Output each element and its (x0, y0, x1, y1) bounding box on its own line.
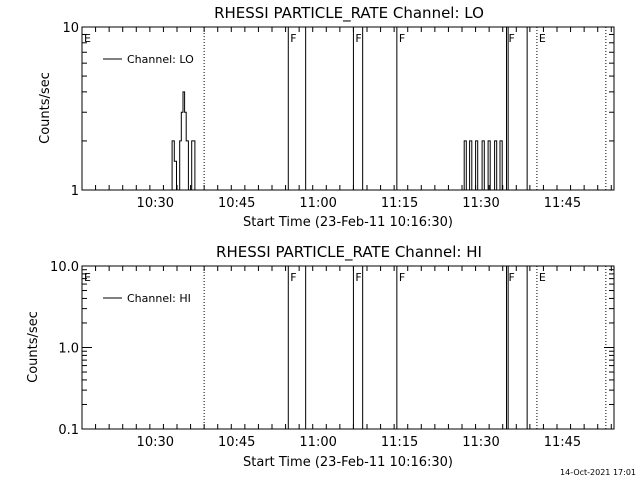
event-marker-label: F (355, 271, 361, 284)
event-marker-label: E (539, 271, 546, 284)
data-series-line (463, 140, 503, 191)
event-marker-label: F (509, 271, 515, 284)
x-ticks-lo: 10:30 10:45 11:00 11:15 11:30 11:45 (95, 27, 612, 211)
panel-lo: RHESSI PARTICLE_RATE Channel: LO Start T… (38, 4, 615, 230)
event-marker-label: E (84, 271, 91, 284)
x-axis-label-lo: Start Time (23-Feb-11 10:16:30) (243, 215, 453, 230)
y-axis-label-hi: Counts/sec (26, 311, 41, 383)
panel-hi: RHESSI PARTICLE_RATE Channel: HI Start T… (26, 243, 615, 470)
x-tick-label-lo: 10:45 (218, 196, 255, 211)
x-axis-label-hi: Start Time (23-Feb-11 10:16:30) (243, 455, 453, 470)
data-series-line (171, 91, 196, 191)
legend-label-lo: Channel: LO (127, 53, 194, 66)
event-marker-label: F (509, 32, 515, 45)
x-tick-label-hi: 11:15 (381, 435, 418, 450)
x-ticks-hi: 10:30 10:45 11:00 11:15 11:30 11:45 (95, 266, 612, 450)
event-marker-label: F (399, 271, 405, 284)
x-tick-label-hi: 11:30 (462, 435, 499, 450)
x-tick-label-lo: 11:45 (544, 196, 581, 211)
chart-title-lo: RHESSI PARTICLE_RATE Channel: LO (214, 4, 484, 23)
y-tick-label-lo: 10 (62, 21, 79, 36)
y-tick-label-hi: 1.0 (58, 342, 79, 357)
x-tick-label-hi: 11:45 (544, 435, 581, 450)
x-tick-label-lo: 11:15 (381, 196, 418, 211)
y-tick-label-lo: 1 (71, 184, 79, 199)
event-marker-label: F (399, 32, 405, 45)
event-marker-label: F (290, 271, 296, 284)
x-tick-label-hi: 10:45 (218, 435, 255, 450)
plot-frame-lo (81, 26, 615, 191)
x-tick-label-hi: 10:30 (137, 435, 174, 450)
x-tick-label-lo: 11:30 (462, 196, 499, 211)
x-tick-label-hi: 11:00 (299, 435, 336, 450)
y-axis-label-lo: Counts/sec (38, 72, 53, 144)
legend-label-hi: Channel: HI (127, 292, 191, 305)
event-marker-label: E (84, 32, 91, 45)
x-tick-label-lo: 11:00 (299, 196, 336, 211)
y-tick-label-hi: 10.0 (50, 260, 79, 275)
event-marker-label: F (355, 32, 361, 45)
event-marker-label: E (539, 32, 546, 45)
legend-hi: Channel: HI (103, 292, 191, 305)
timestamp: 14-Oct-2021 17:01 (560, 468, 636, 477)
y-ticks-lo: 1 10 (62, 21, 614, 199)
y-ticks-hi: 0.1 1.0 10.0 (50, 260, 614, 438)
series-lo (171, 91, 503, 191)
x-tick-label-lo: 10:30 (137, 196, 174, 211)
legend-lo: Channel: LO (103, 53, 194, 66)
event-marker-label: F (290, 32, 296, 45)
y-tick-label-hi: 0.1 (58, 423, 79, 438)
chart-title-hi: RHESSI PARTICLE_RATE Channel: HI (216, 243, 482, 262)
